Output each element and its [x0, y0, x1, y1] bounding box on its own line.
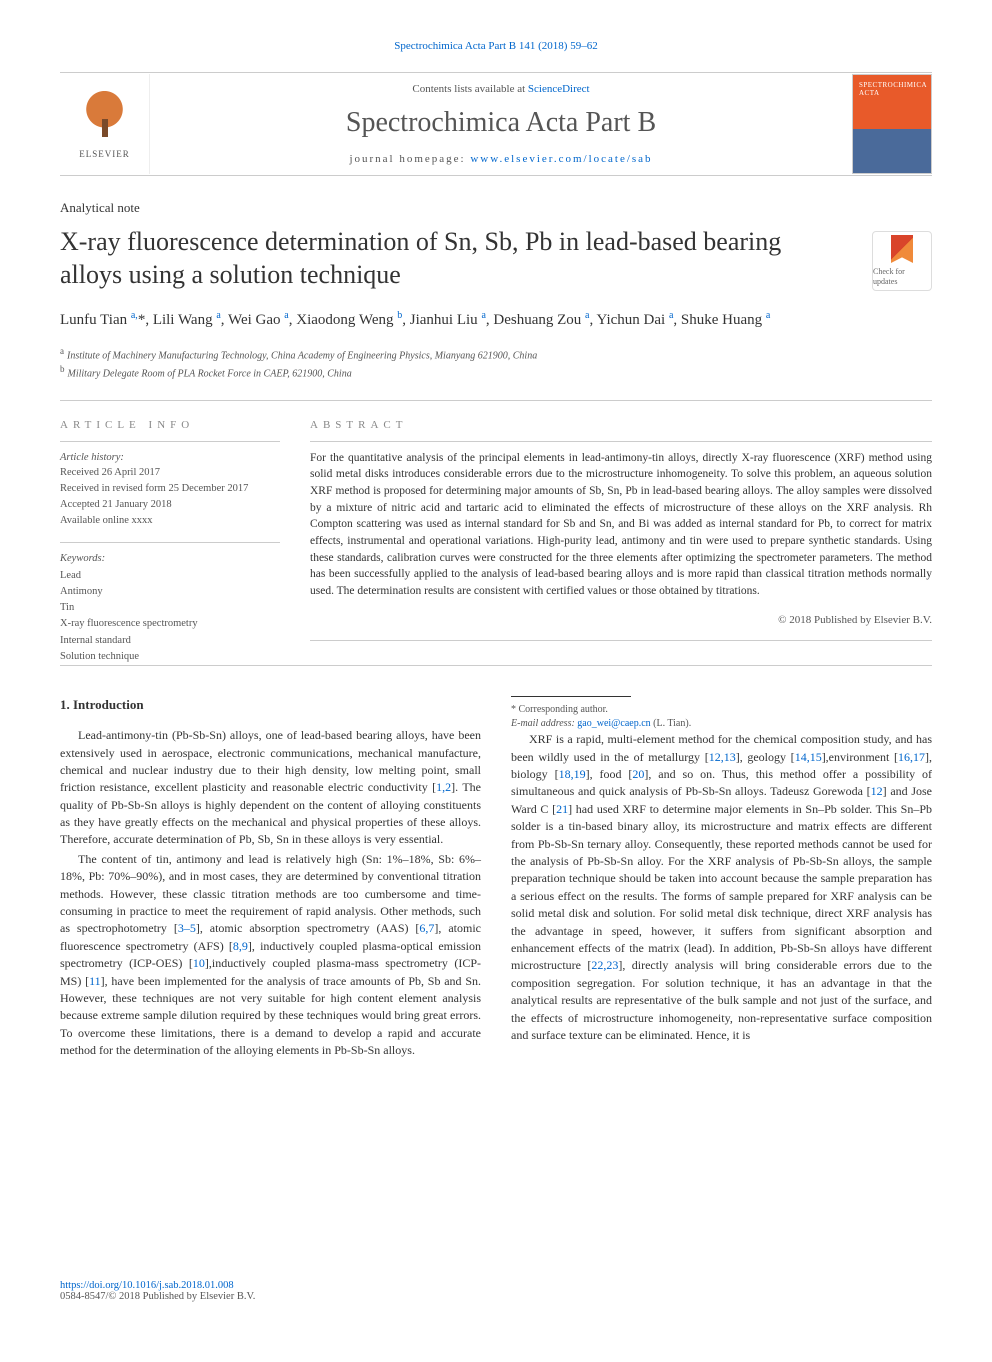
section-heading-introduction: 1. Introduction — [60, 696, 481, 715]
contents-lists-line: Contents lists available at ScienceDirec… — [170, 83, 832, 95]
check-for-updates-badge[interactable]: Check for updates — [872, 231, 932, 291]
reference-link[interactable]: 18,19 — [559, 767, 586, 781]
journal-header: ELSEVIER Contents lists available at Sci… — [60, 72, 932, 176]
journal-cover-thumbnail: SPECTROCHIMICA ACTA — [852, 74, 932, 174]
elsevier-tree-icon — [77, 90, 132, 145]
journal-citation: Spectrochimica Acta Part B 141 (2018) 59… — [60, 40, 932, 52]
issn-copyright: 0584-8547/© 2018 Published by Elsevier B… — [60, 1291, 255, 1302]
reference-link[interactable]: 8,9 — [233, 939, 248, 953]
reference-link[interactable]: 14,15 — [795, 750, 822, 764]
reference-link[interactable]: 10 — [193, 956, 205, 970]
reference-link[interactable]: 6,7 — [419, 921, 434, 935]
elsevier-name: ELSEVIER — [79, 149, 130, 159]
abstract-text: For the quantitative analysis of the pri… — [310, 450, 932, 600]
elsevier-logo: ELSEVIER — [60, 74, 150, 174]
article-title: X-ray fluorescence determination of Sn, … — [60, 226, 932, 291]
doi-link[interactable]: https://doi.org/10.1016/j.sab.2018.01.00… — [60, 1280, 234, 1291]
footnote-divider — [511, 696, 631, 697]
journal-title: Spectrochimica Acta Part B — [170, 107, 832, 139]
affiliation-b: bMilitary Delegate Room of PLA Rocket Fo… — [60, 363, 932, 381]
affiliations: aInstitute of Machinery Manufacturing Te… — [60, 345, 932, 382]
reference-link[interactable]: 11 — [89, 974, 101, 988]
bookmark-icon — [891, 235, 913, 263]
journal-homepage-link[interactable]: www.elsevier.com/locate/sab — [470, 153, 652, 165]
affiliation-a: aInstitute of Machinery Manufacturing Te… — [60, 345, 932, 363]
corresponding-author-footnote: * Corresponding author. E-mail address: … — [511, 703, 932, 731]
reference-link[interactable]: 12 — [871, 784, 883, 798]
reference-link[interactable]: 3–5 — [178, 921, 196, 935]
reference-link[interactable]: 12,13 — [709, 750, 736, 764]
keywords: Keywords: Lead Antimony Tin X-ray fluore… — [60, 551, 280, 665]
body-paragraph: XRF is a rapid, multi-element method for… — [511, 731, 932, 1044]
body-paragraph: Lead-antimony-tin (Pb-Sb-Sn) alloys, one… — [60, 727, 481, 849]
abstract-heading: ABSTRACT — [310, 419, 932, 431]
author-list: Lunfu Tian a,*, Lili Wang a, Wei Gao a, … — [60, 309, 932, 331]
article-type: Analytical note — [60, 200, 932, 216]
sciencedirect-link[interactable]: ScienceDirect — [528, 83, 590, 95]
reference-link[interactable]: 21 — [556, 802, 568, 816]
article-history: Article history: Received 26 April 2017 … — [60, 450, 280, 529]
corresponding-email-link[interactable]: gao_wei@caep.cn — [577, 718, 650, 729]
article-body: 1. Introduction Lead-antimony-tin (Pb-Sb… — [60, 696, 932, 1060]
reference-link[interactable]: 1,2 — [436, 780, 451, 794]
journal-homepage-line: journal homepage: www.elsevier.com/locat… — [170, 153, 832, 165]
page-footer: https://doi.org/10.1016/j.sab.2018.01.00… — [60, 1280, 932, 1302]
reference-link[interactable]: 22,23 — [591, 958, 618, 972]
reference-link[interactable]: 16,17 — [898, 750, 925, 764]
reference-link[interactable]: 20 — [632, 767, 644, 781]
article-info-heading: ARTICLE INFO — [60, 419, 280, 431]
body-paragraph: The content of tin, antimony and lead is… — [60, 851, 481, 1060]
divider — [60, 400, 932, 401]
abstract-copyright: © 2018 Published by Elsevier B.V. — [310, 614, 932, 626]
